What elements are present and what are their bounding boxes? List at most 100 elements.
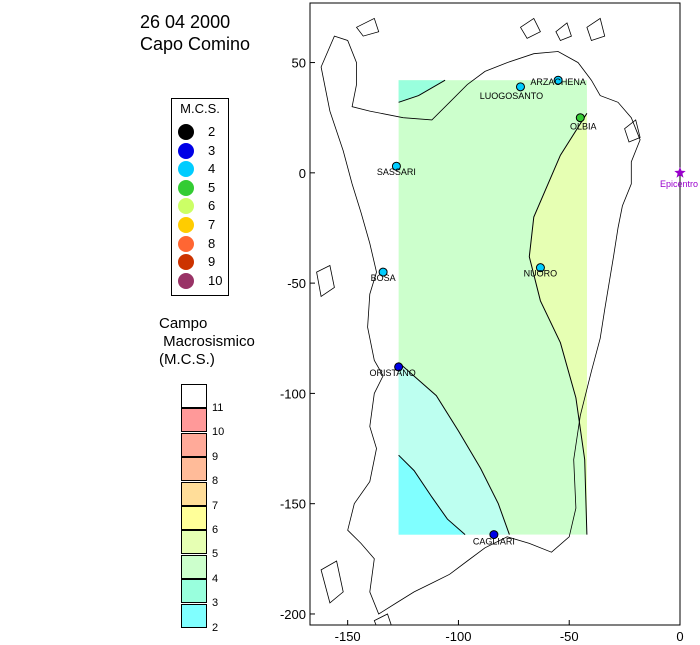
y-tick-label: -50 xyxy=(287,276,306,291)
x-tick-label: 0 xyxy=(676,629,683,644)
x-tick-label: -50 xyxy=(560,629,579,644)
legend-item: 7 xyxy=(178,216,226,234)
map-frame xyxy=(309,2,681,626)
y-tick-label: -200 xyxy=(280,607,306,622)
macroseismic-color-scale xyxy=(181,384,207,629)
scale-label: 6 xyxy=(212,524,219,536)
station-label: ORISTANO xyxy=(369,368,415,378)
station-label: NUORO xyxy=(524,269,558,279)
legend-label: 6 xyxy=(208,198,216,214)
scale-band xyxy=(181,408,207,433)
islet-outline xyxy=(320,560,344,604)
sardinia-coastline xyxy=(316,17,641,625)
legend-item: 6 xyxy=(178,197,226,215)
legend-label: 8 xyxy=(208,235,216,251)
legend-item: 9 xyxy=(178,253,226,271)
legend-dot xyxy=(178,161,194,178)
legend-label: 5 xyxy=(208,179,216,195)
station-label: BOSA xyxy=(371,273,396,283)
legend-item: 2 xyxy=(178,123,226,141)
legend-label: 4 xyxy=(208,161,216,177)
station-label: OLBIA xyxy=(570,122,597,132)
station-intensity-legend: M.C.S. 2 3 4 5 6 7 8 9 10 xyxy=(171,98,229,296)
legend-dot xyxy=(178,142,194,159)
legend-dot xyxy=(178,217,194,233)
y-tick-label: -100 xyxy=(280,386,306,401)
legend-item: 5 xyxy=(178,179,226,197)
legend-title: M.C.S. xyxy=(180,101,220,116)
station-label: CAGLIARI xyxy=(473,537,515,547)
intensity-zone-5 xyxy=(529,113,587,535)
legend-dot xyxy=(178,235,194,252)
scale-band xyxy=(181,554,207,579)
isoseismal-line xyxy=(398,362,510,535)
scale-label: 3 xyxy=(212,597,219,610)
islet-outline xyxy=(624,119,641,143)
y-tick-label: -150 xyxy=(280,497,306,512)
legend-item: 10 xyxy=(178,272,226,290)
legend-dot xyxy=(178,124,194,140)
scale-label: 11 xyxy=(212,402,224,414)
scale-band xyxy=(181,432,207,457)
station-marker xyxy=(553,75,563,85)
station-marker xyxy=(394,362,404,372)
scale-label: 2 xyxy=(212,621,219,634)
scale-label: 10 xyxy=(212,426,225,439)
scale-label: 9 xyxy=(212,450,219,463)
scale-label: 7 xyxy=(212,499,219,512)
scale-label: 4 xyxy=(212,572,219,585)
station-marker xyxy=(378,267,388,277)
station-label: ARZACHENA xyxy=(530,77,586,87)
station-marker xyxy=(489,530,499,540)
isoseismal-line xyxy=(398,79,446,103)
scale-band xyxy=(181,603,207,628)
station-label: LUOGOSANTO xyxy=(480,91,543,101)
islet-outline xyxy=(316,264,335,298)
scale-title-line-3: (M.C.S.) xyxy=(159,351,215,368)
station-marker xyxy=(535,263,545,273)
scale-title-line-1: Campo xyxy=(159,315,208,332)
y-tick-label: 0 xyxy=(299,166,306,181)
scale-band xyxy=(181,457,207,482)
islet-outline xyxy=(555,22,572,42)
islet-outline xyxy=(519,17,541,39)
legend-label: 7 xyxy=(208,217,216,232)
scale-band xyxy=(181,579,207,604)
islet-outline xyxy=(586,17,606,42)
x-tick-label: -150 xyxy=(335,629,361,644)
legend-dot xyxy=(178,272,194,289)
islet-outline xyxy=(355,17,380,37)
legend-label: 9 xyxy=(208,254,216,270)
station-label: SASSARI xyxy=(377,167,416,177)
event-location: Capo Comino xyxy=(140,34,251,54)
isoseismal-line xyxy=(398,454,466,535)
y-tick-label: 50 xyxy=(292,56,306,71)
legend-dot xyxy=(178,198,194,215)
islet-outline xyxy=(373,613,392,625)
intensity-zone-2 xyxy=(398,455,466,535)
scale-band xyxy=(181,506,207,530)
isoseismal-line xyxy=(528,113,588,535)
intensity-zone-3-north xyxy=(398,80,446,103)
legend-label: 10 xyxy=(208,272,223,288)
legend-item: 8 xyxy=(178,235,226,253)
scale-label: 8 xyxy=(212,475,219,488)
event-date: 26 04 2000 xyxy=(140,12,231,32)
epicenter-label: Epicentro xyxy=(660,179,698,189)
station-marker xyxy=(575,113,585,123)
legend-label: 3 xyxy=(208,142,216,158)
legend-label: 2 xyxy=(208,124,216,139)
legend-item: 4 xyxy=(178,160,226,178)
scale-band xyxy=(181,384,207,408)
station-marker xyxy=(391,161,401,171)
legend-item: 3 xyxy=(178,142,226,160)
scale-band xyxy=(181,481,207,506)
legend-dot xyxy=(178,179,194,196)
station-marker xyxy=(515,82,525,92)
epicenter-star-icon xyxy=(674,166,686,178)
island-outline xyxy=(320,35,641,615)
scale-band xyxy=(181,530,207,555)
scale-label: 5 xyxy=(212,548,219,561)
x-tick-label: -100 xyxy=(445,629,471,644)
